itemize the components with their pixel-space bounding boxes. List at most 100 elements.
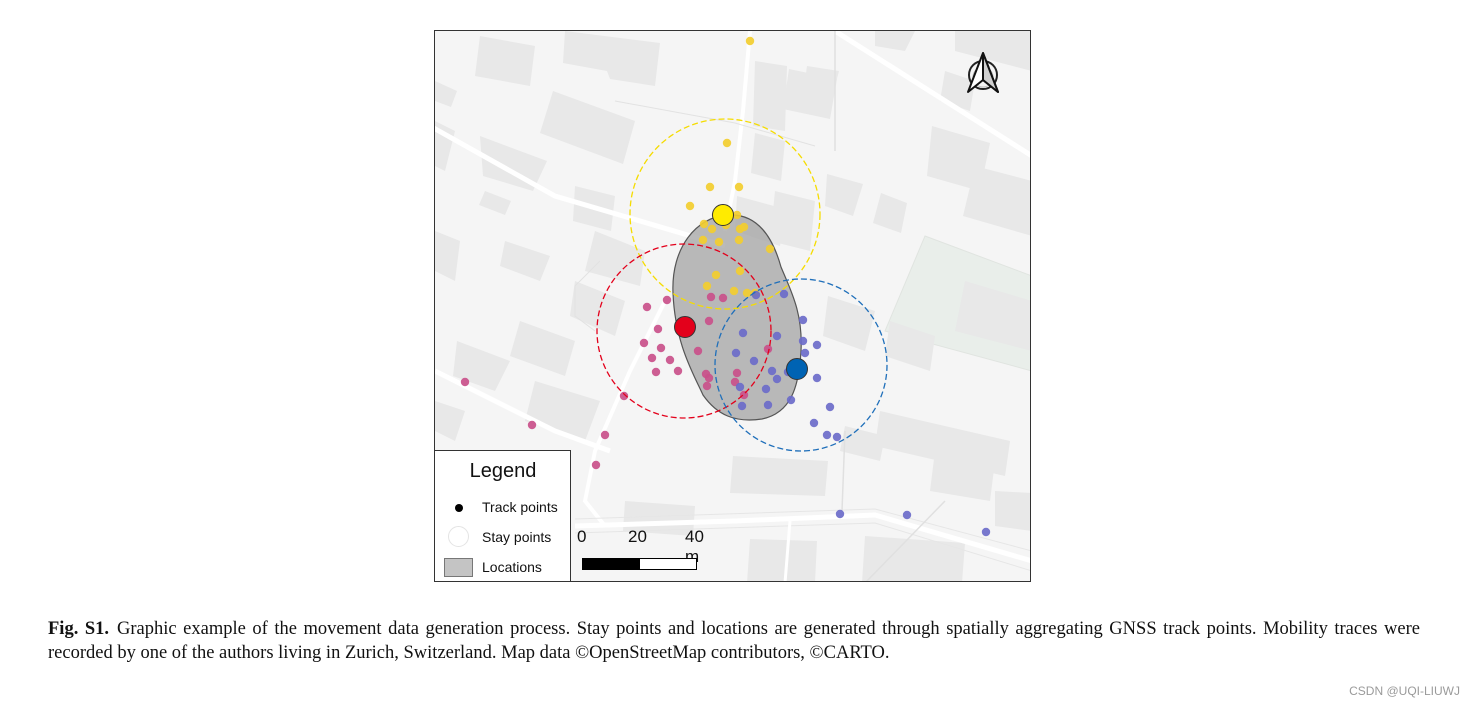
track-point [779,289,789,299]
track-point [653,324,663,334]
track-point [651,367,661,377]
track-point [591,460,601,470]
track-points-layer [460,36,991,537]
stay-point-radius-circles [596,118,888,452]
building [730,456,828,496]
track-point [739,390,749,400]
track-point [767,366,777,376]
track-point [735,382,745,392]
track-point [732,368,742,378]
track-point [763,344,773,354]
building [875,31,915,51]
roads-layer [435,31,1030,581]
track-point [738,328,748,338]
building [585,231,645,286]
building [753,61,787,131]
building [435,81,457,107]
track-point [704,373,714,383]
track-point [765,244,775,254]
track-point [706,292,716,302]
building [955,31,1030,71]
basemap-layer [435,31,1030,581]
caption-text: Graphic example of the movement data gen… [48,619,1420,663]
track-point [711,270,721,280]
track-point [619,391,629,401]
building [435,401,465,441]
building [480,136,547,191]
track-point [902,510,912,520]
track-point [800,348,810,358]
track-point [639,338,649,348]
track-point [600,430,610,440]
stay-points-layer [674,204,808,380]
legend-label: Stay points [482,529,552,545]
scale-bar-graphic [582,558,697,570]
track-point [825,402,835,412]
stay-radius-circle-yellow [629,118,821,310]
stay-radius-circle-blue [714,278,888,452]
building [747,539,817,581]
legend-title: Legend [469,460,537,482]
stay-point-red [674,316,696,338]
track-point [732,210,742,220]
track-point [812,373,822,383]
track-point [702,381,712,391]
stay-point-yellow [712,204,734,226]
track-point [981,527,991,537]
building [823,296,875,351]
track-point [693,346,703,356]
track-point [698,235,708,245]
track-point [642,302,652,312]
building [873,193,907,233]
track-point [737,401,747,411]
scale-bar: 0 20 40 m [575,527,705,573]
building [825,174,863,216]
track-point [734,182,744,192]
building [770,191,815,251]
track-point [745,36,755,46]
building [885,321,935,371]
map-legend: Legend Track points Stay points Location… [435,450,571,581]
track-point [772,331,782,341]
track-point [749,356,759,366]
track-point [731,348,741,358]
building [862,536,965,581]
building [623,501,695,536]
building [963,166,1030,236]
track-point [527,420,537,430]
track-point [735,266,745,276]
track-point [718,293,728,303]
track-point [665,355,675,365]
legend-label: Locations [482,559,542,575]
scale-bar-segment [583,559,640,569]
track-point [702,281,712,291]
building [475,36,535,86]
track-point [734,235,744,245]
track-point [742,288,752,298]
stay-point-icon [448,526,469,547]
track-point [656,343,666,353]
track-point [832,432,842,442]
track-point-icon [455,504,463,512]
track-point [772,374,782,384]
building [510,321,575,376]
building [500,241,550,281]
track-point [761,384,771,394]
track-point [714,237,724,247]
track-point [751,290,761,300]
legend-item-locations: Locations [435,556,571,580]
building [435,231,460,281]
building [930,451,995,501]
legend-item-track-points: Track points [435,496,571,520]
map-canvas[interactable] [435,31,1031,582]
legend-item-stay-points: Stay points [435,526,571,550]
building [995,491,1030,531]
track-point [699,219,709,229]
track-point [673,366,683,376]
figure-label: Fig. S1. [48,619,110,639]
track-point [798,315,808,325]
track-point [707,224,717,234]
stay-radius-circle-red [596,243,772,419]
map-frame[interactable]: Legend Track points Stay points Location… [434,30,1031,582]
track-point [835,509,845,519]
